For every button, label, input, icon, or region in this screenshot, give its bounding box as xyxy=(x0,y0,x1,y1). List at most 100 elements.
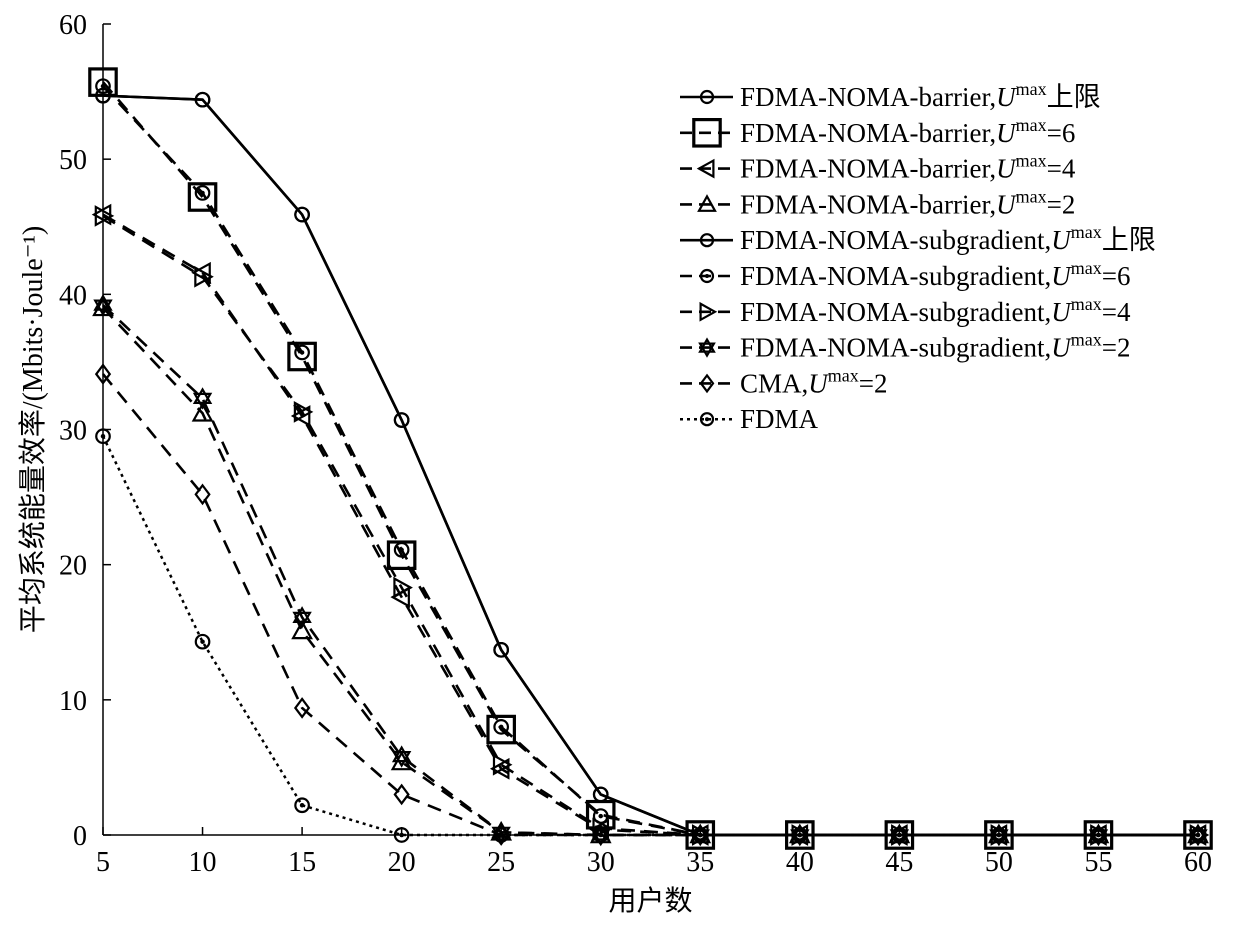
legend-label: FDMA-NOMA-subgradient,Umax上限 xyxy=(740,222,1156,255)
data-point xyxy=(493,719,510,735)
data-point-dot xyxy=(100,83,106,89)
legend-label: FDMA-NOMA-barrier,Umax=6 xyxy=(740,115,1075,148)
data-point xyxy=(294,344,310,361)
data-point xyxy=(592,827,609,843)
legend-marker xyxy=(698,337,716,353)
legend-item: FDMA-NOMA-barrier,Umax上限 xyxy=(680,79,1101,112)
x-tick-label: 35 xyxy=(686,847,714,878)
legend-item: FDMA-NOMA-barrier,Umax=6 xyxy=(680,115,1075,148)
legend-label: FDMA-NOMA-barrier,Umax=4 xyxy=(740,151,1076,184)
data-point xyxy=(192,387,213,405)
x-ticks: 5 10 15 20 25 30 35 40 45 50 55 60 xyxy=(96,827,1212,878)
legend-marker xyxy=(696,158,715,179)
data-point xyxy=(393,541,410,558)
data-point xyxy=(990,824,1008,846)
series-4 xyxy=(92,296,1209,844)
data-point xyxy=(791,824,808,846)
y-tick-label: 50 xyxy=(59,145,87,176)
legend-marker-dot xyxy=(705,274,709,278)
data-point xyxy=(293,401,314,423)
data-point-dot xyxy=(299,803,305,808)
series-9 xyxy=(94,363,1207,846)
x-tick-label: 45 xyxy=(885,847,913,878)
y-tick-label: 10 xyxy=(59,686,87,717)
data-point-dot xyxy=(797,832,803,838)
data-point-dot xyxy=(399,547,404,553)
data-point-dot xyxy=(996,832,1002,838)
data-point xyxy=(592,817,612,840)
data-point xyxy=(1090,827,1107,843)
data-point xyxy=(194,265,214,288)
legend-marker xyxy=(699,233,715,248)
data-point xyxy=(391,745,412,763)
data-point-b xyxy=(192,392,213,410)
legend-marker xyxy=(697,194,717,212)
data-point xyxy=(891,827,908,843)
x-tick-label: 15 xyxy=(288,847,316,878)
legend-item: FDMA-NOMA-barrier,Umax=4 xyxy=(680,151,1076,184)
series-10 xyxy=(95,428,1206,843)
data-point xyxy=(293,697,311,719)
legend-label: CMA,Umax=2 xyxy=(740,365,888,398)
legend-label: FDMA-NOMA-subgradient,Umax=2 xyxy=(740,330,1130,363)
data-point-dot xyxy=(1195,832,1201,838)
data-point-dot xyxy=(299,350,305,355)
series-line xyxy=(102,94,1198,837)
y-tick-label: 30 xyxy=(59,416,87,447)
legend-label: FDMA-NOMA-subgradient,Umax=6 xyxy=(740,258,1130,291)
series-line xyxy=(102,304,1198,837)
data-point-dot xyxy=(200,190,205,196)
legend-label: FDMA-NOMA-barrier,Umax=2 xyxy=(740,186,1075,219)
legend-marker xyxy=(699,301,718,322)
legend-marker-dot xyxy=(705,417,709,422)
data-point xyxy=(294,797,310,814)
data-point xyxy=(291,619,313,640)
data-point xyxy=(194,185,211,201)
y-tick-label: 0 xyxy=(73,821,87,852)
data-point-dot xyxy=(498,724,504,730)
data-point xyxy=(292,606,312,623)
data-point-dot xyxy=(1096,832,1101,838)
series-layer xyxy=(88,67,1213,850)
data-point-dot xyxy=(399,832,404,838)
series-line xyxy=(102,214,1198,837)
legend-item: FDMA xyxy=(680,404,819,434)
legend-label: FDMA xyxy=(740,404,819,434)
series-line xyxy=(101,373,1198,837)
data-point xyxy=(492,753,513,776)
series-line xyxy=(102,306,1198,837)
data-point-dot xyxy=(598,813,603,819)
data-point xyxy=(194,91,211,108)
axes xyxy=(102,24,1198,836)
data-point xyxy=(891,824,908,846)
series-line xyxy=(102,94,1198,837)
data-point xyxy=(486,714,516,745)
data-point xyxy=(191,402,214,422)
legend: FDMA-NOMA-barrier,Umax上限FDMA-NOMA-barrie… xyxy=(680,79,1156,434)
data-point xyxy=(493,824,510,846)
data-point xyxy=(393,412,410,428)
legend-marker xyxy=(699,412,715,427)
data-point-dot xyxy=(598,832,603,838)
legend-marker xyxy=(699,268,715,284)
data-point xyxy=(294,206,310,223)
data-point xyxy=(1189,824,1207,846)
data-point xyxy=(187,182,218,212)
data-point xyxy=(194,483,211,506)
data-point-dot xyxy=(498,832,504,838)
data-point xyxy=(94,363,112,385)
data-point xyxy=(493,641,510,658)
y-tick-label: 20 xyxy=(59,551,87,582)
legend-item: FDMA-NOMA-subgradient,Umax=6 xyxy=(680,258,1130,291)
data-point xyxy=(692,827,709,843)
legend-item: FDMA-NOMA-subgradient,Umax=4 xyxy=(680,294,1131,327)
data-point xyxy=(194,633,211,650)
data-point xyxy=(592,824,609,846)
legend-item: FDMA-NOMA-barrier,Umax=2 xyxy=(680,186,1075,219)
legend-label: FDMA-NOMA-subgradient,Umax=4 xyxy=(740,294,1131,327)
series-line xyxy=(101,435,1198,837)
data-point xyxy=(592,786,609,803)
x-tick-label: 60 xyxy=(1184,847,1212,878)
data-point-dot xyxy=(897,832,902,838)
legend-marker xyxy=(692,117,722,148)
